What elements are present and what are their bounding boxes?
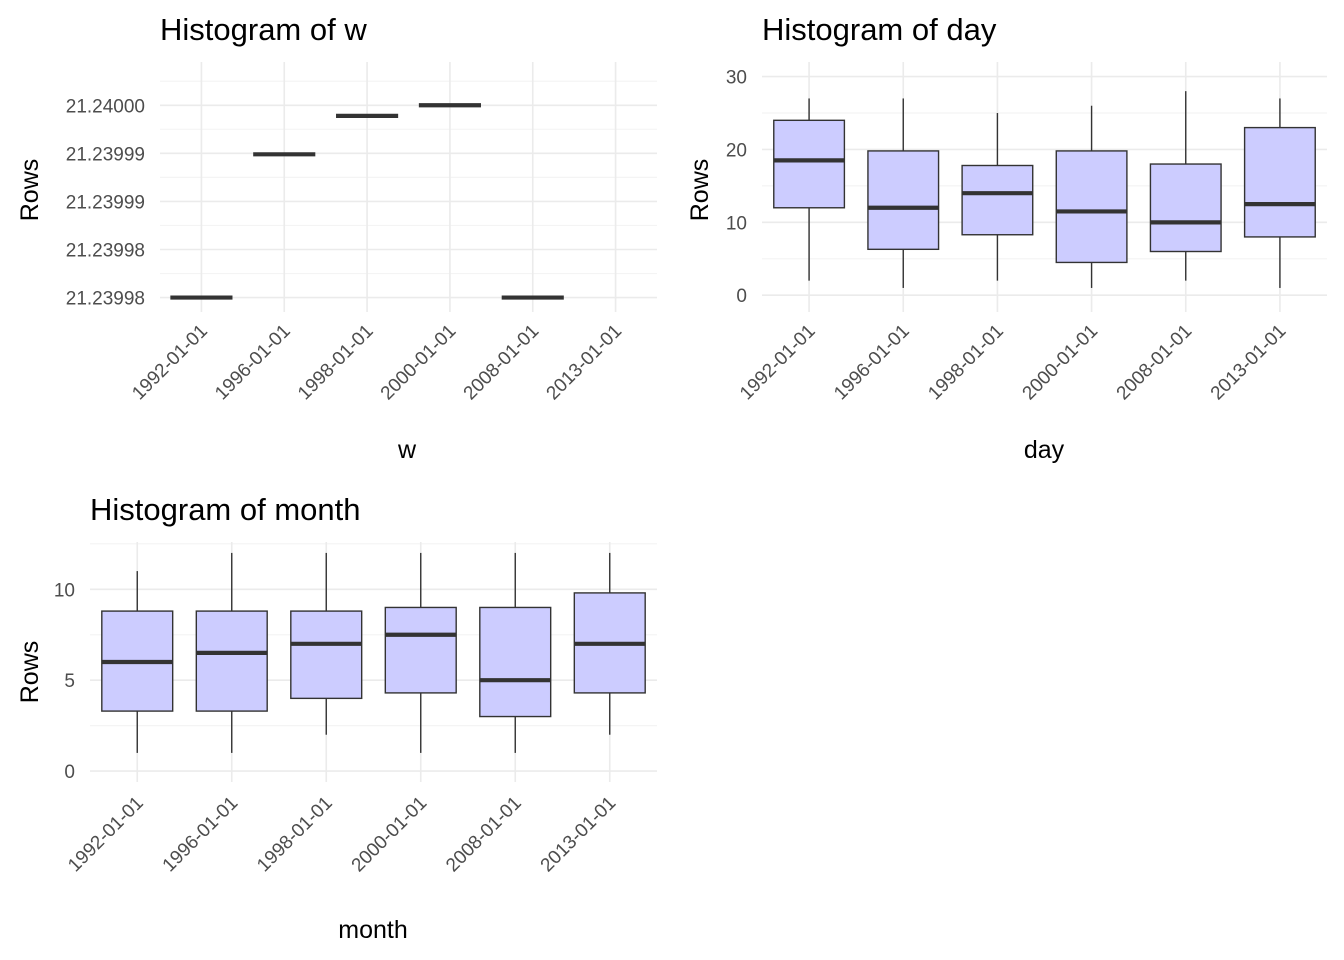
x-tick-label: 1996-01-01: [159, 793, 243, 877]
x-tick-label: 2000-01-01: [348, 793, 432, 877]
y-tick-label: 21.23999: [66, 144, 145, 165]
x-tick-label: 2013-01-01: [1207, 321, 1291, 405]
x-tick-label: 1996-01-01: [830, 321, 914, 405]
boxplot-2008-01-01: [1149, 91, 1222, 281]
boxplot-2013-01-01: [1243, 98, 1316, 288]
y-tick-label: 5: [64, 671, 75, 692]
y-tick-label: 10: [726, 213, 747, 234]
box: [1149, 163, 1222, 253]
boxplot-1998-01-01: [290, 552, 363, 735]
y-tick-label: 21.23998: [66, 241, 145, 262]
x-tick-label: 1998-01-01: [924, 321, 1008, 405]
x-tick-label: 2000-01-01: [377, 321, 461, 405]
chart-panel-0: 21.23998 21.23998 21.23999 21.23999 21.24000…: [16, 12, 657, 464]
y-axis-title: Rows: [16, 641, 44, 704]
x-tick-label: 1996-01-01: [211, 321, 295, 405]
boxplot-1992-01-01: [773, 98, 846, 281]
x-tick-label: 2013-01-01: [543, 321, 627, 405]
x-tick-label: 1992-01-01: [64, 793, 148, 877]
y-tick-label: 21.23999: [66, 192, 145, 213]
x-tick-label: 2013-01-01: [537, 793, 621, 877]
y-tick-label: 0: [64, 762, 75, 783]
x-axis-title: w: [397, 436, 417, 464]
x-tick-label: 2000-01-01: [1019, 321, 1103, 405]
boxplot-2000-01-01: [384, 552, 457, 753]
y-tick-label: 30: [726, 68, 747, 89]
y-tick-label: 21.24000: [66, 96, 145, 117]
box: [290, 610, 363, 700]
boxplot-2000-01-01: [1055, 105, 1128, 288]
boxplot-1992-01-01: [101, 571, 174, 753]
y-tick-label: 21.23998: [66, 289, 145, 310]
boxplot-2013-01-01: [573, 552, 646, 735]
x-tick-label: 2008-01-01: [460, 321, 544, 405]
x-tick-label: 2008-01-01: [1113, 321, 1197, 405]
x-axis-title: month: [338, 916, 407, 944]
x-axis-title: day: [1024, 436, 1065, 464]
box: [195, 610, 268, 712]
box: [1055, 150, 1128, 264]
y-tick-label: 20: [726, 140, 747, 161]
x-tick-label: 1998-01-01: [253, 793, 337, 877]
box: [1243, 126, 1316, 238]
box: [773, 119, 846, 209]
x-tick-label: 1992-01-01: [736, 321, 820, 405]
box: [384, 606, 457, 694]
boxplot-1996-01-01: [195, 552, 268, 753]
y-tick-label: 0: [736, 286, 747, 307]
chart-panel-2: 0 5 10 1992-01-01 1996-01-01 1998-01-01 2000-0…: [16, 492, 657, 944]
chart-title: Histogram of w: [160, 12, 367, 47]
boxplot-1998-01-01: [961, 113, 1034, 281]
chart-title: Histogram of day: [762, 12, 997, 47]
box: [961, 164, 1034, 236]
x-tick-label: 1992-01-01: [128, 321, 212, 405]
box: [479, 606, 552, 718]
chart-title: Histogram of month: [90, 492, 361, 527]
y-axis-title: Rows: [686, 159, 714, 222]
x-tick-label: 2008-01-01: [442, 793, 526, 877]
y-tick-label: 10: [54, 580, 75, 601]
x-tick-label: 1998-01-01: [294, 321, 378, 405]
boxplot-2008-01-01: [479, 552, 552, 753]
box: [867, 150, 940, 251]
boxplot-1996-01-01: [867, 98, 940, 288]
y-axis-title: Rows: [16, 159, 44, 222]
